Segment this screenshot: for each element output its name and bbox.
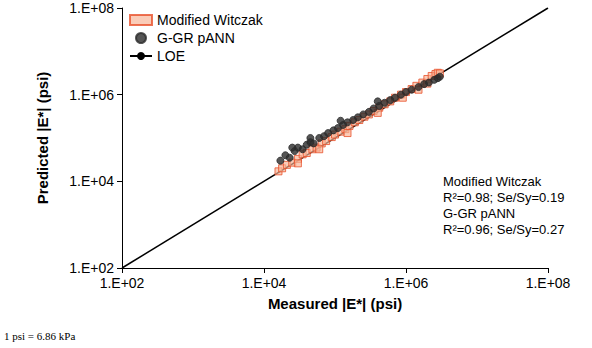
svg-text:1.E+04: 1.E+04 bbox=[69, 173, 114, 189]
svg-text:Modified Witczak: Modified Witczak bbox=[443, 174, 542, 189]
svg-text:1.E+08: 1.E+08 bbox=[526, 275, 571, 291]
svg-text:1 psi = 6.86 kPa: 1 psi = 6.86 kPa bbox=[4, 330, 75, 342]
svg-text:Measured |E*| (psi): Measured |E*| (psi) bbox=[268, 295, 402, 312]
svg-text:R²=0.98; Se/Sy=0.19: R²=0.98; Se/Sy=0.19 bbox=[443, 190, 564, 205]
svg-text:R²=0.96; Se/Sy=0.27: R²=0.96; Se/Sy=0.27 bbox=[443, 222, 564, 237]
svg-text:1.E+02: 1.E+02 bbox=[69, 260, 114, 276]
svg-text:1.E+06: 1.E+06 bbox=[69, 87, 114, 103]
svg-text:1.E+02: 1.E+02 bbox=[100, 275, 145, 291]
svg-text:1.E+04: 1.E+04 bbox=[242, 275, 287, 291]
svg-text:Predicted |E*| (psi): Predicted |E*| (psi) bbox=[34, 72, 51, 205]
svg-text:LOE: LOE bbox=[157, 48, 185, 64]
svg-text:G-GR pANN: G-GR pANN bbox=[157, 30, 235, 46]
svg-text:1.E+06: 1.E+06 bbox=[384, 275, 429, 291]
svg-text:Modified Witczak: Modified Witczak bbox=[157, 12, 264, 28]
svg-text:G-GR pANN: G-GR pANN bbox=[443, 206, 515, 221]
svg-text:1.E+08: 1.E+08 bbox=[69, 0, 114, 16]
